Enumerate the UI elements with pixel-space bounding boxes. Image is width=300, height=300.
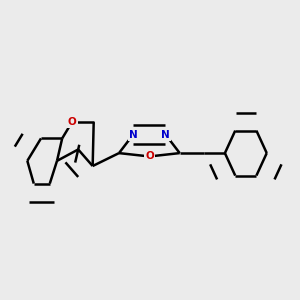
Text: N: N xyxy=(161,130,170,140)
Text: O: O xyxy=(68,117,76,127)
Text: O: O xyxy=(145,152,154,161)
Text: N: N xyxy=(129,130,138,140)
